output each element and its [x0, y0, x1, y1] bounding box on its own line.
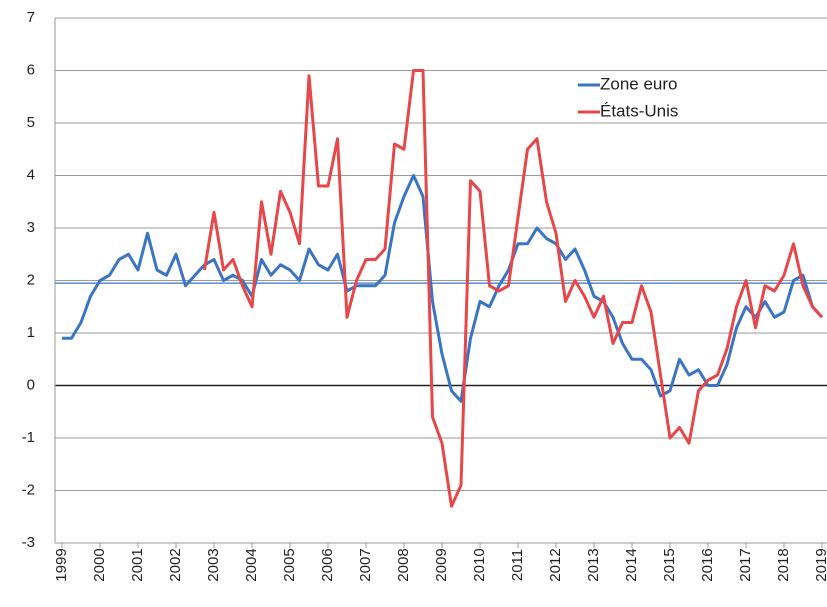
- y-tick-label: 2: [27, 271, 35, 288]
- x-tick-label: 2018: [775, 548, 792, 581]
- y-tick-label: 5: [27, 114, 35, 131]
- legend-label: États-Unis: [600, 101, 678, 120]
- x-tick-label: 2015: [661, 548, 678, 581]
- x-tick-label: 2010: [471, 548, 488, 581]
- x-tick-label: 2019: [813, 548, 827, 581]
- x-tick-label: 2002: [167, 548, 184, 581]
- x-tick-label: 2000: [91, 548, 108, 581]
- x-tick-label: 2003: [205, 548, 222, 581]
- x-tick-label: 2001: [129, 548, 146, 581]
- x-tick-label: 2009: [433, 548, 450, 581]
- x-tick-label: 2005: [281, 548, 298, 581]
- y-tick-label: 0: [27, 376, 35, 393]
- x-tick-label: 2017: [737, 548, 754, 581]
- legend-label: Zone euro: [600, 74, 678, 93]
- y-tick-label: 7: [27, 9, 35, 26]
- x-tick-label: 2013: [585, 548, 602, 581]
- x-tick-label: 2011: [509, 549, 526, 581]
- y-tick-label: -3: [22, 534, 35, 551]
- y-tick-label: -2: [22, 481, 35, 498]
- x-tick-label: 2006: [319, 548, 336, 581]
- x-tick-label: 2016: [699, 548, 716, 581]
- y-tick-label: 1: [27, 324, 35, 341]
- x-tick-label: 1999: [53, 548, 70, 581]
- y-tick-label: 3: [27, 219, 35, 236]
- y-tick-label: -1: [22, 429, 35, 446]
- x-tick-label: 2014: [623, 548, 640, 581]
- x-tick-label: 2007: [357, 548, 374, 581]
- y-tick-label: 6: [27, 61, 35, 78]
- x-tick-label: 2004: [243, 548, 260, 581]
- series-line: [203, 69, 824, 508]
- series-line: [62, 174, 824, 403]
- x-tick-label: 2012: [547, 548, 564, 581]
- x-tick-label: 2008: [395, 548, 412, 581]
- y-tick-label: 4: [27, 166, 35, 183]
